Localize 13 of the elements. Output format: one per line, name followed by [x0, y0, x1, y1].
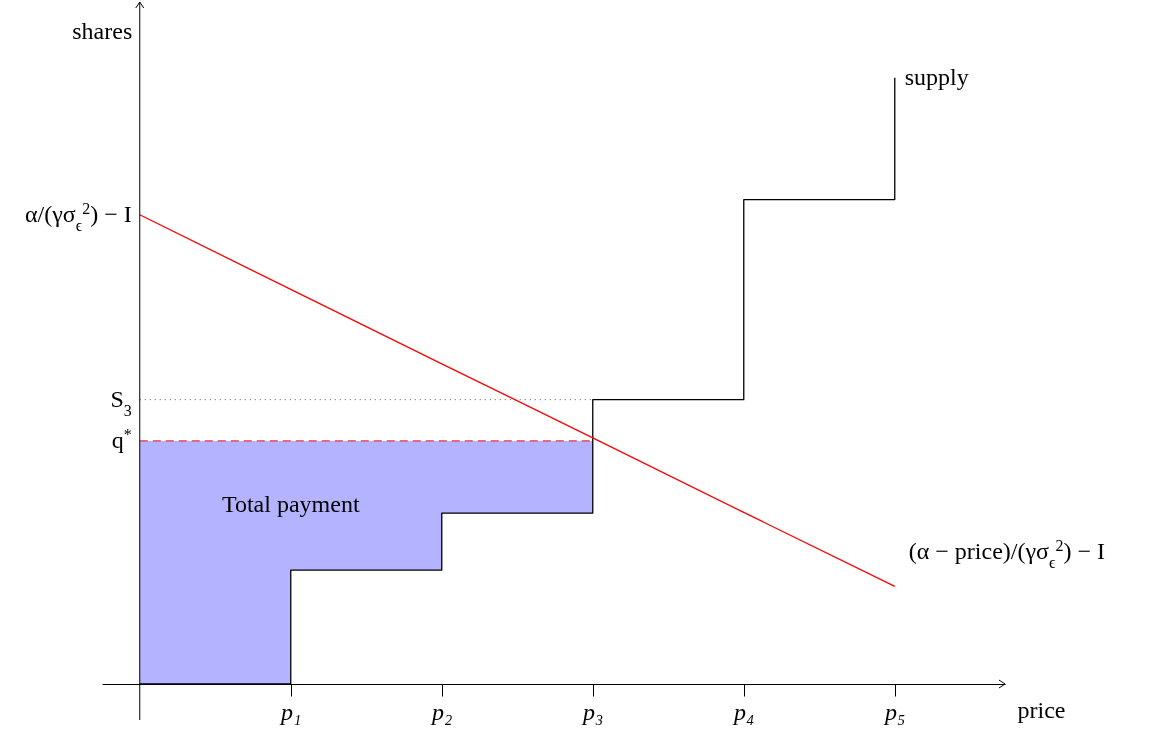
x-tick-label: p₅ [883, 698, 906, 725]
series-label: supply [904, 63, 969, 90]
y-axis-title: shares [72, 17, 133, 44]
series-label: (α − price)/(γσ$_{ϵ}$$^{2}$) − I [908, 536, 1106, 571]
x-tick-label: p₁ [279, 698, 302, 725]
x-tick-label: p₄ [732, 698, 755, 725]
x-tick-label: p₂ [430, 698, 453, 725]
ref-line-label: q$^{*}$ [111, 425, 132, 453]
annotation: α/(γσ$_{ϵ}$$^{2}$) − I [24, 199, 132, 234]
x-tick-label: p₃ [581, 698, 604, 725]
x-axis-title: price [1017, 696, 1066, 723]
series-label: Total payment [221, 491, 360, 518]
ref-line-label: S$_{3}$ [110, 385, 132, 419]
